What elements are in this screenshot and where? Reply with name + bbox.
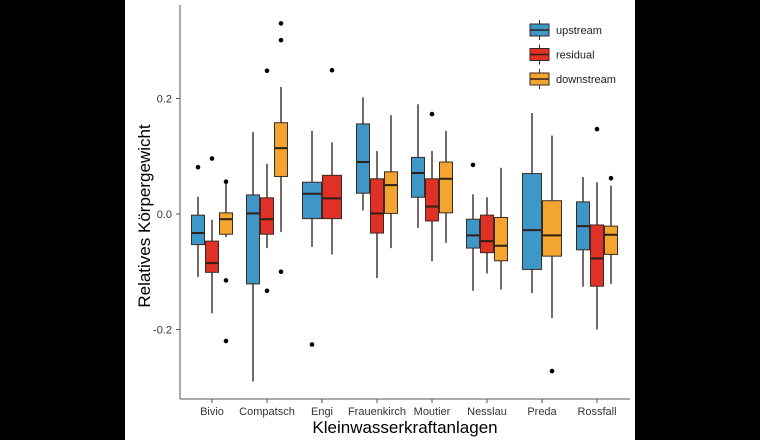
- x-tick-label: Frauenkirch: [348, 406, 406, 418]
- box-body: [411, 156, 425, 198]
- box-residual-frauenkirch: [370, 151, 384, 279]
- box-body: [494, 216, 508, 262]
- box-body: [356, 123, 370, 194]
- y-tick-label: 0.0: [157, 209, 172, 221]
- outlier-point: [195, 164, 201, 170]
- box-upstream-engi: [302, 130, 322, 347]
- legend-item-residual: residual: [529, 44, 595, 65]
- x-tick-label: Preda: [527, 406, 557, 418]
- box-body: [205, 240, 219, 273]
- box-body: [260, 197, 274, 235]
- box-body: [322, 174, 342, 220]
- box-residual-rossfall: [590, 126, 604, 330]
- box-body: [466, 218, 480, 249]
- outlier-point: [264, 288, 270, 294]
- outlier-point: [309, 342, 315, 347]
- legend-item-downstream: downstream: [529, 69, 616, 89]
- box-residual-nesslau: [480, 197, 494, 274]
- box-body: [274, 122, 288, 177]
- outlier-point: [278, 269, 284, 275]
- y-axis-title: Relatives Körpergewicht: [135, 124, 154, 308]
- box-downstream-bivio: [219, 179, 233, 344]
- box-residual-bivio: [205, 156, 219, 314]
- legend-label: residual: [556, 50, 595, 62]
- box-body: [439, 161, 453, 214]
- outlier-point: [429, 111, 435, 117]
- box-upstream-preda: [522, 112, 542, 294]
- outlier-point: [329, 67, 335, 73]
- outlier-point: [264, 68, 270, 74]
- box-body: [480, 214, 494, 254]
- outlier-point: [278, 21, 284, 26]
- legend-label: upstream: [556, 25, 602, 37]
- outlier-point: [470, 162, 476, 168]
- box-downstream-nesslau: [494, 167, 508, 290]
- outlier-point: [223, 338, 229, 344]
- box-body: [246, 194, 260, 285]
- box-body: [219, 212, 233, 235]
- box-body: [542, 200, 562, 257]
- box-body: [302, 181, 322, 220]
- box-upstream-bivio: [191, 164, 205, 277]
- legend: upstream residual downstream: [529, 20, 616, 89]
- box-body: [370, 178, 384, 234]
- box-downstream-moutier: [439, 130, 453, 243]
- box-upstream-rossfall: [576, 177, 590, 287]
- box-body: [384, 171, 398, 214]
- outlier-point: [549, 368, 555, 374]
- y-tick-label: 0.2: [157, 94, 172, 106]
- box-upstream-nesslau: [466, 162, 480, 291]
- box-upstream-moutier: [411, 104, 425, 228]
- box-body: [604, 225, 618, 255]
- outlier-point: [608, 175, 614, 181]
- box-body: [590, 224, 604, 287]
- box-residual-engi: [322, 67, 342, 255]
- x-tick-label: Engi: [311, 406, 333, 418]
- legend-item-upstream: upstream: [529, 20, 602, 40]
- box-upstream-compatsch: [246, 131, 260, 382]
- outlier-point: [209, 156, 215, 161]
- box-downstream-frauenkirch: [384, 115, 398, 249]
- box-downstream-compatsch: [274, 21, 288, 275]
- box-residual-compatsch: [260, 68, 274, 294]
- y-tick-label: -0.2: [153, 325, 172, 337]
- x-tick-label: Moutier: [414, 406, 451, 418]
- box-residual-moutier: [425, 111, 439, 262]
- box-downstream-rossfall: [604, 175, 618, 284]
- x-tick-label: Rossfall: [577, 406, 616, 418]
- box-downstream-preda: [542, 135, 562, 374]
- outlier-point: [223, 179, 229, 184]
- box-body: [425, 178, 439, 222]
- outlier-point: [278, 37, 284, 43]
- outlier-point: [594, 126, 600, 132]
- x-axis-title: Kleinwasserkraftanlagen: [312, 418, 497, 437]
- box-upstream-frauenkirch: [356, 97, 370, 211]
- x-tick-label: Nesslau: [467, 406, 507, 418]
- x-tick-label: Compatsch: [239, 406, 295, 418]
- outlier-point: [223, 278, 229, 283]
- box-body: [191, 214, 205, 246]
- box-body: [522, 173, 542, 270]
- x-tick-label: Bivio: [200, 406, 224, 418]
- legend-label: downstream: [556, 74, 616, 86]
- axes: [179, 5, 630, 400]
